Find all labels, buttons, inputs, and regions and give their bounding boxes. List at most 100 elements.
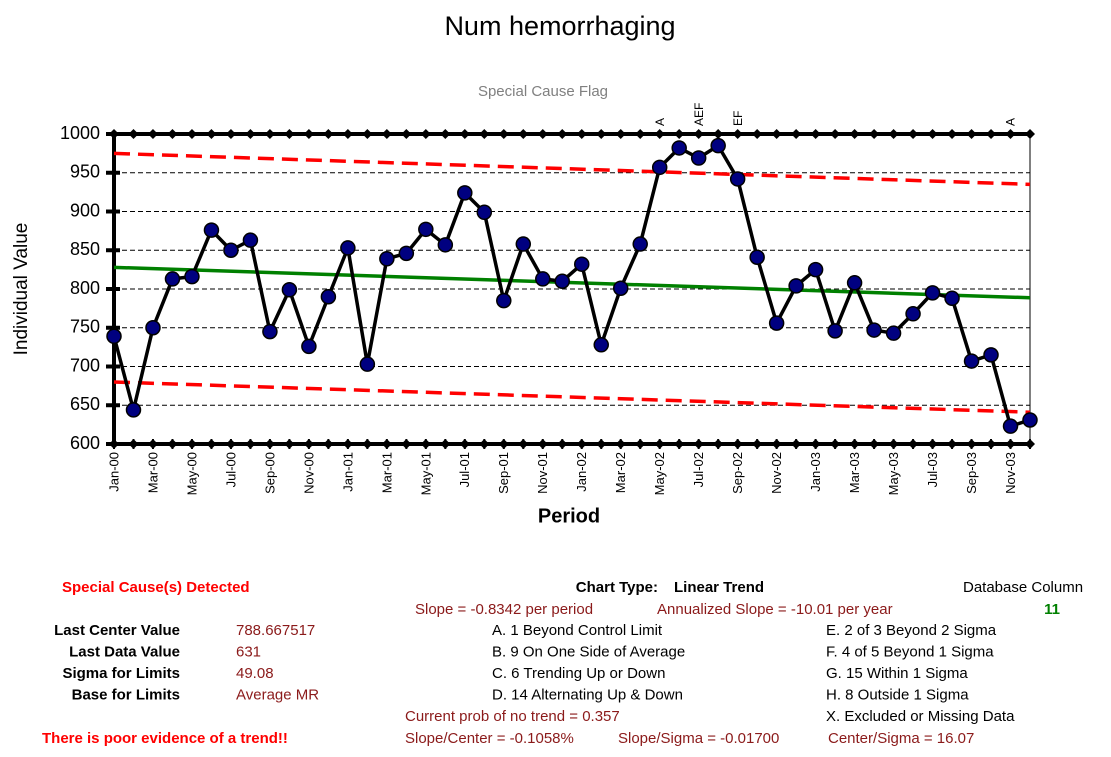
rail-marker <box>362 129 373 139</box>
x-tick-label: May-01 <box>418 452 433 495</box>
rail-marker <box>420 439 431 449</box>
rule: B. 9 On One Side of Average <box>492 643 685 660</box>
data-point <box>788 278 804 294</box>
x-tick-label: Sep-03 <box>964 452 979 494</box>
data-point <box>515 236 532 252</box>
data-point <box>145 320 161 336</box>
rail-marker <box>732 129 743 139</box>
rail-marker <box>732 439 743 449</box>
data-point <box>340 240 356 256</box>
rail-marker <box>713 129 724 139</box>
evidence: There is poor evidence of a trend!! <box>42 730 288 747</box>
rail-marker <box>206 129 217 139</box>
data-point <box>983 347 999 363</box>
y-tick-label: 900 <box>70 200 100 220</box>
x-tick-label: Mar-03 <box>847 452 862 493</box>
data-point <box>651 159 668 176</box>
upper-limit <box>113 151 1031 187</box>
flag-label: EF <box>731 111 745 126</box>
flag-label: AEF <box>692 103 706 126</box>
rail-marker <box>674 439 685 449</box>
x-tick-label: Jul-00 <box>223 452 238 487</box>
data-point <box>398 245 415 262</box>
rail-marker <box>810 129 821 139</box>
rail-marker <box>693 129 704 139</box>
rule: X. Excluded or Missing Data <box>826 708 1015 725</box>
y-axis-label: Individual Value <box>11 223 32 356</box>
data-point <box>301 338 317 355</box>
data-point <box>106 328 122 345</box>
rail-marker <box>303 129 314 139</box>
rail-marker <box>693 439 704 449</box>
x-tick-label: May-02 <box>652 452 667 495</box>
rail-marker <box>713 439 724 449</box>
data-point <box>437 237 454 253</box>
data-point <box>729 171 746 187</box>
rail-marker <box>615 439 626 449</box>
rail-marker <box>654 439 665 449</box>
rail-marker <box>167 439 178 449</box>
rail-marker <box>128 129 139 139</box>
data-point <box>632 236 648 252</box>
data-point <box>612 280 629 296</box>
data-point <box>963 353 980 369</box>
stat-value: 788.667517 <box>236 622 315 639</box>
data-point <box>807 261 824 278</box>
db-column-label: Database Column <box>963 579 1083 596</box>
rule: G. 15 Within 1 Sigma <box>826 665 968 682</box>
rail-marker <box>576 439 587 449</box>
rail-marker <box>888 439 899 449</box>
rail-marker <box>147 439 158 449</box>
data-point <box>496 292 512 309</box>
stat-value: 49.08 <box>236 665 274 682</box>
rail-marker <box>635 439 646 449</box>
rail-marker <box>381 129 392 139</box>
rail-marker <box>362 439 373 449</box>
data-point <box>457 185 473 201</box>
rail-marker <box>791 439 802 449</box>
rail-marker <box>518 439 529 449</box>
rail-marker <box>986 439 997 449</box>
rail-marker <box>264 129 275 139</box>
rail-marker <box>342 129 353 139</box>
rail-marker <box>323 129 334 139</box>
rail-marker <box>245 129 256 139</box>
x-tick-label: May-00 <box>184 452 199 495</box>
data-point <box>885 325 902 341</box>
rail-marker <box>810 439 821 449</box>
flag-label: A <box>653 118 667 126</box>
rail-marker <box>401 439 412 449</box>
rail-marker <box>791 129 802 139</box>
rail-marker <box>537 129 548 139</box>
rail-marker <box>147 129 158 139</box>
rail-marker <box>225 129 236 139</box>
chart-title: Num hemorrhaging <box>444 11 675 41</box>
rail-marker <box>167 129 178 139</box>
subtitle: Special Cause Flag <box>478 83 608 100</box>
rail-marker <box>849 129 860 139</box>
x-tick-label: Nov-01 <box>535 452 550 494</box>
data-point <box>1022 412 1038 428</box>
rail-marker <box>323 439 334 449</box>
data-point <box>846 275 863 291</box>
rail-marker <box>908 129 919 139</box>
rule: D. 14 Alternating Up & Down <box>492 686 683 703</box>
data-point <box>379 251 395 267</box>
flag-label: A <box>1004 118 1018 126</box>
rail-marker <box>498 439 509 449</box>
rail-marker <box>284 439 295 449</box>
rail-marker <box>966 439 977 449</box>
rail-marker <box>557 129 568 139</box>
y-tick-label: 1000 <box>60 123 100 143</box>
center-sigma: Center/Sigma = 16.07 <box>828 730 974 747</box>
chart-type-label: Chart Type: <box>576 579 658 596</box>
rail-marker <box>479 129 490 139</box>
x-tick-label: Jul-03 <box>925 452 940 487</box>
data-point <box>242 232 259 248</box>
rail-marker <box>752 439 763 449</box>
data-point <box>262 323 278 340</box>
rail-marker <box>635 129 646 139</box>
data-point <box>164 271 181 287</box>
x-tick-label: May-03 <box>886 452 901 495</box>
